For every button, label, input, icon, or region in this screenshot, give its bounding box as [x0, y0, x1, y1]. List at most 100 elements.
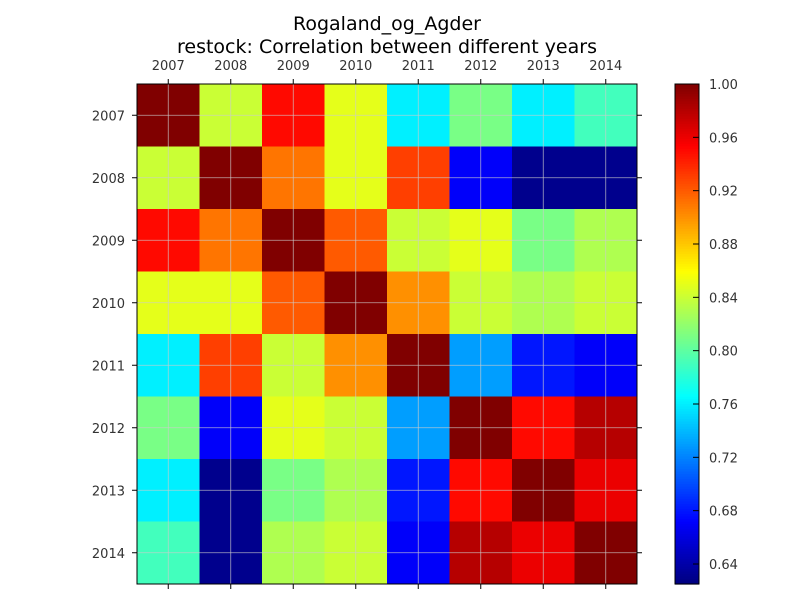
colorbar-segment [675, 531, 699, 535]
y-tick-label: 2012 [92, 422, 125, 437]
colorbar-segment [675, 104, 699, 108]
colorbar-segment [675, 351, 699, 355]
colorbar-segment [675, 324, 699, 328]
colorbar-segment [675, 244, 699, 248]
colorbar-segment [675, 139, 699, 143]
colorbar-segment [675, 299, 699, 303]
y-tick-label: 2014 [92, 547, 125, 562]
colorbar-segment [675, 94, 699, 98]
colorbar-segment [675, 164, 699, 168]
colorbar-segment [675, 311, 699, 315]
colorbar-segment [675, 106, 699, 110]
colorbar-segment [675, 484, 699, 488]
colorbar-segment [675, 449, 699, 453]
colorbar-segment [675, 556, 699, 560]
colorbar-segment [675, 386, 699, 390]
colorbar-segment [675, 529, 699, 533]
colorbar-segment [675, 336, 699, 340]
colorbar-segment [675, 219, 699, 223]
colorbar-segment [675, 376, 699, 380]
colorbar-segment [675, 241, 699, 245]
colorbar-segment [675, 456, 699, 460]
colorbar-segment [675, 414, 699, 418]
colorbar-segment [675, 339, 699, 343]
colorbar-segment [675, 399, 699, 403]
x-tick-label: 2007 [152, 59, 185, 74]
colorbar-segment [675, 511, 699, 515]
colorbar-segment [675, 464, 699, 468]
colorbar-tick-label: 1.00 [709, 78, 738, 93]
colorbar-segment [675, 84, 699, 88]
colorbar-segment [675, 411, 699, 415]
colorbar-segment [675, 534, 699, 538]
colorbar-segment [675, 111, 699, 115]
colorbar-segment [675, 161, 699, 165]
colorbar-segment [675, 406, 699, 410]
colorbar-tick-label: 0.80 [709, 345, 738, 360]
colorbar-segment [675, 541, 699, 545]
colorbar-segment [675, 171, 699, 175]
colorbar-segment [675, 189, 699, 193]
colorbar-segment [675, 296, 699, 300]
colorbar-segment [675, 434, 699, 438]
colorbar-tick-label: 0.68 [709, 505, 738, 520]
colorbar-tick-label: 0.76 [709, 398, 738, 413]
x-axis-ticks: 2007 2008 2009 2010 2011 2012 2013 2014 [152, 59, 622, 589]
colorbar-segment [675, 394, 699, 398]
colorbar-segment [675, 214, 699, 218]
x-tick-label: 2010 [339, 59, 372, 74]
colorbar-segment [675, 141, 699, 145]
colorbar-segment [675, 496, 699, 500]
colorbar-segment [675, 536, 699, 540]
y-tick-label: 2010 [92, 297, 125, 312]
colorbar-segment [675, 101, 699, 105]
colorbar-segment [675, 566, 699, 570]
colorbar-segment [675, 514, 699, 518]
colorbar-segment [675, 344, 699, 348]
x-tick-label: 2014 [589, 59, 622, 74]
colorbar-segment [675, 174, 699, 178]
colorbar-segment [675, 209, 699, 213]
colorbar-segment [675, 176, 699, 180]
colorbar-segment [675, 309, 699, 313]
colorbar-segment [675, 579, 699, 583]
colorbar-segment [675, 524, 699, 528]
colorbar-segment [675, 204, 699, 208]
colorbar-segment [675, 301, 699, 305]
colorbar-segment [675, 439, 699, 443]
x-tick-label: 2011 [402, 59, 435, 74]
colorbar-segment [675, 124, 699, 128]
colorbar-segment [675, 429, 699, 433]
colorbar-segment [675, 329, 699, 333]
colorbar-segment [675, 239, 699, 243]
colorbar-segment [675, 369, 699, 373]
colorbar-segment [675, 261, 699, 265]
colorbar-segment [675, 149, 699, 153]
colorbar-segment [675, 451, 699, 455]
colorbar-segment [675, 564, 699, 568]
colorbar-segment [675, 494, 699, 498]
colorbar-segment [675, 316, 699, 320]
colorbar-segment [675, 404, 699, 408]
colorbar-segment [675, 346, 699, 350]
colorbar-segment [675, 521, 699, 525]
colorbar-segment [675, 294, 699, 298]
colorbar-segment [675, 306, 699, 310]
colorbar-segment [675, 279, 699, 283]
colorbar-segment [675, 341, 699, 345]
colorbar-segment [675, 249, 699, 253]
colorbar-segment [675, 549, 699, 553]
colorbar-segment [675, 466, 699, 470]
colorbar-segment [675, 281, 699, 285]
colorbar-segment [675, 184, 699, 188]
colorbar-segment [675, 419, 699, 423]
colorbar-segment [675, 474, 699, 478]
colorbar-segment [675, 254, 699, 258]
colorbar-segment [675, 256, 699, 260]
colorbar-segment [675, 246, 699, 250]
colorbar-segment [675, 266, 699, 270]
colorbar-segment [675, 271, 699, 275]
colorbar-segment [675, 509, 699, 513]
x-tick-label: 2008 [214, 59, 247, 74]
